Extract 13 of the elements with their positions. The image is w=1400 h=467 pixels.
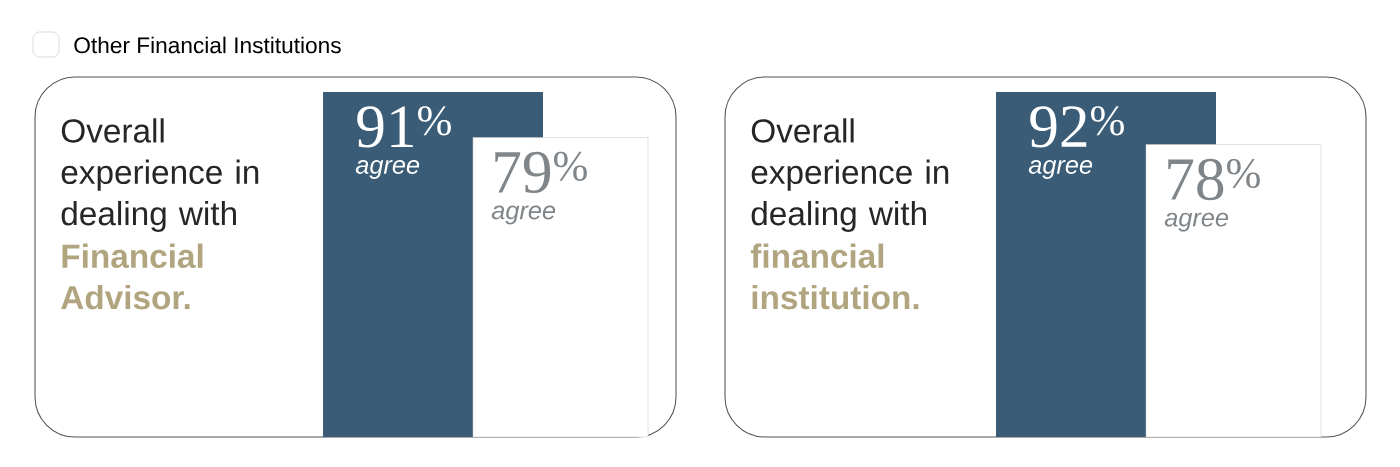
legend-label: Other Financial Institutions <box>74 36 341 54</box>
annotation: agree <box>355 160 420 179</box>
text: Overall experience in dealing with <box>61 118 259 232</box>
data-label: 78$^{%}$ <box>1168 158 1260 201</box>
text: Overall experience in dealing with <box>751 118 949 232</box>
data-label: 91$^{%}$ <box>357 106 451 148</box>
annotation: agree <box>491 205 556 225</box>
text: financial institution. <box>750 243 919 310</box>
annotation: agree <box>1028 160 1093 179</box>
data-label: 92$^{%}$ <box>1030 106 1124 148</box>
data-label: 79$^{%}$ <box>495 151 587 193</box>
text: Financial Advisor. <box>61 243 203 310</box>
annotation: agree <box>1164 212 1229 232</box>
